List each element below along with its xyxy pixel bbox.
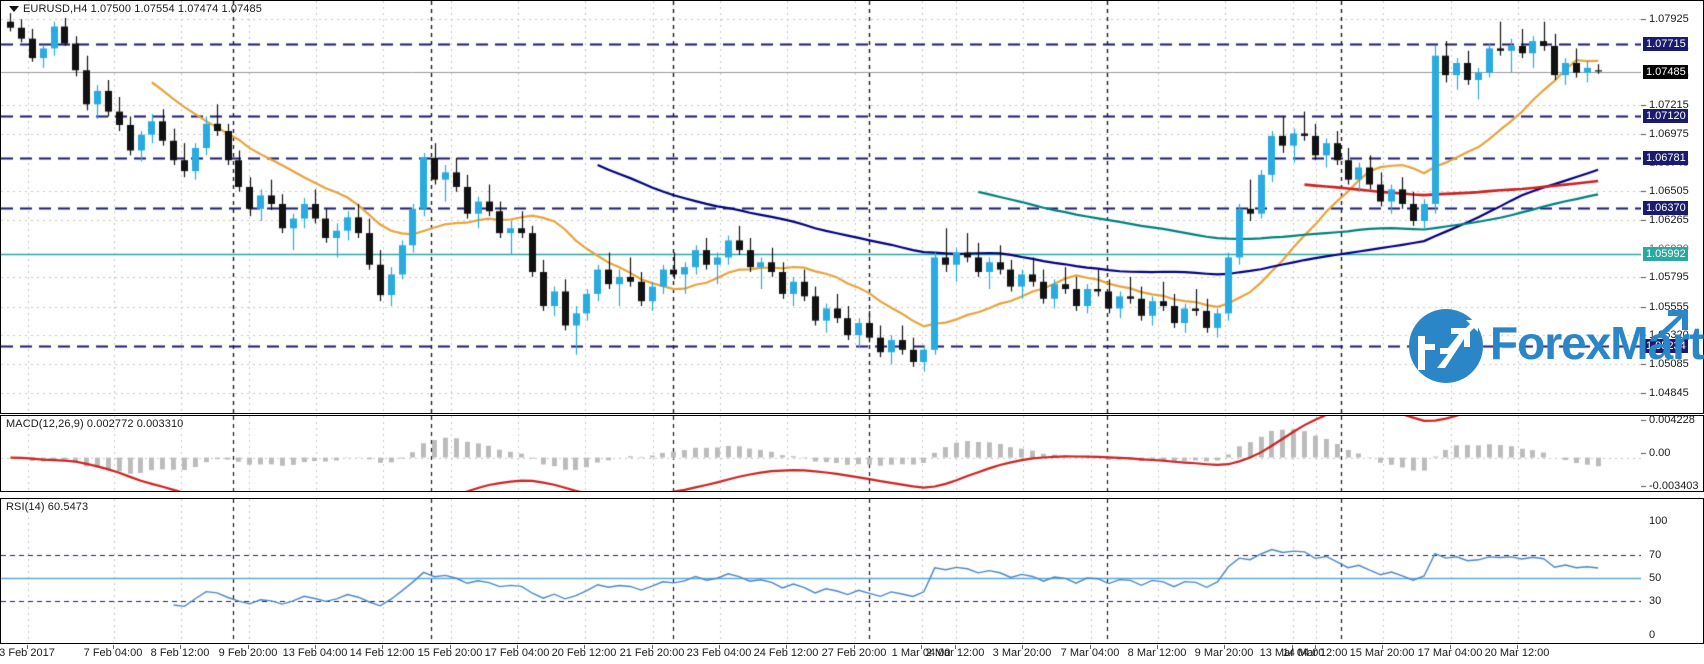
time-axis-tick bbox=[719, 645, 720, 649]
price-label-highlight: 1.05234 bbox=[1643, 338, 1688, 353]
rsi-plot-area[interactable] bbox=[1, 499, 1641, 643]
time-axis-label: 3 Mar 20:00 bbox=[992, 647, 1052, 659]
rsi-axis-tick-label: 100 bbox=[1649, 515, 1668, 527]
price-axis-tick-label: 1.05085 bbox=[1649, 357, 1689, 370]
price-label-highlight: 1.07715 bbox=[1643, 37, 1688, 52]
time-axis-label: 15 Feb 20:00 bbox=[417, 647, 483, 659]
time-axis-tick bbox=[1517, 645, 1518, 649]
time-axis-label: 13 Feb 04:00 bbox=[282, 647, 348, 659]
time-axis-label: 20 Mar 12:00 bbox=[1484, 647, 1550, 659]
time-axis[interactable]: 3 Feb 2017 7 Feb 04:00 8 Feb 12:00 9 Feb 20… bbox=[0, 645, 1704, 664]
rsi-panel[interactable]: 100 70 50 30 0 RSI(14) 60.5473 bbox=[0, 498, 1704, 644]
macd-axis-tick-label: -0.003403 bbox=[1649, 480, 1699, 492]
time-axis-tick bbox=[786, 645, 787, 649]
time-axis-label: 9 Feb 20:00 bbox=[218, 647, 278, 659]
rsi-axis-tick-label: 0 bbox=[1649, 629, 1656, 641]
time-axis-tick bbox=[584, 645, 585, 649]
time-axis-label: 24 Feb 12:00 bbox=[753, 647, 819, 659]
price-label-highlight: 1.06781 bbox=[1643, 150, 1688, 165]
time-axis-tick bbox=[1292, 645, 1293, 649]
macd-caption: MACD(12,26,9) 0.002772 0.003310 bbox=[6, 418, 184, 430]
macd-axis: 0.004228 0.00 -0.003403 bbox=[1641, 414, 1703, 492]
time-axis-tick bbox=[517, 645, 518, 649]
rsi-axis-tick-label: 70 bbox=[1649, 549, 1662, 561]
time-axis-label: 23 Feb 04:00 bbox=[686, 647, 752, 659]
time-axis-tick bbox=[854, 645, 855, 649]
time-axis-label: 27 Feb 20:00 bbox=[821, 647, 887, 659]
symbol-caption: EURUSD,H4 1.07500 1.07554 1.07474 1.0748… bbox=[23, 3, 262, 15]
time-axis-tick bbox=[113, 645, 114, 649]
collapse-triangle-icon[interactable] bbox=[9, 6, 19, 12]
price-axis-tick-label: 1.07925 bbox=[1649, 12, 1689, 25]
time-axis-label: 15 Mar 20:00 bbox=[1349, 647, 1415, 659]
time-axis-tick bbox=[652, 645, 653, 649]
time-axis-tick bbox=[1157, 645, 1158, 649]
time-axis-label: 13 Mar 04:00 bbox=[1259, 647, 1325, 659]
time-axis-tick bbox=[27, 645, 28, 649]
price-axis-tick-label: 1.07215 bbox=[1649, 98, 1689, 111]
price-axis-tick-label: 1.05795 bbox=[1649, 271, 1689, 284]
time-axis-label: 1 Mar 04:00 bbox=[891, 647, 951, 659]
time-axis-label: 8 Mar 12:00 bbox=[1127, 647, 1187, 659]
macd-axis-tick-label: 0.00 bbox=[1649, 447, 1671, 459]
rsi-caption: RSI(14) 60.5473 bbox=[6, 501, 89, 513]
price-label-highlight: 1.07485 bbox=[1643, 65, 1688, 80]
price-axis-tick-label: 1.04845 bbox=[1649, 386, 1689, 399]
time-axis-label: 17 Mar 04:00 bbox=[1417, 647, 1483, 659]
time-axis-label: 9 Mar 20:00 bbox=[1194, 647, 1254, 659]
time-axis-tick bbox=[315, 645, 316, 649]
price-plot-area[interactable] bbox=[1, 1, 1641, 413]
time-axis-label: 8 Feb 12:00 bbox=[150, 647, 210, 659]
time-axis-tick bbox=[1090, 645, 1091, 649]
rsi-axis: 100 70 50 30 0 bbox=[1641, 499, 1703, 643]
time-axis-label: 7 Mar 04:00 bbox=[1060, 647, 1120, 659]
time-axis-label: 7 Feb 04:00 bbox=[83, 647, 143, 659]
time-axis-tick bbox=[955, 645, 956, 649]
time-axis-label: 21 Feb 20:00 bbox=[619, 647, 685, 659]
time-axis-label: 2 Mar 12:00 bbox=[925, 647, 985, 659]
rsi-axis-tick-label: 50 bbox=[1649, 572, 1662, 584]
time-axis-tick bbox=[248, 645, 249, 649]
time-axis-tick bbox=[180, 645, 181, 649]
rsi-axis-tick-label: 30 bbox=[1649, 595, 1662, 607]
price-axis-tick-label: 1.06505 bbox=[1649, 185, 1689, 198]
price-axis[interactable]: 1.07925 1.07215 1.06975 1.06505 1.06265 1.057… bbox=[1641, 1, 1703, 413]
price-label-highlight: 1.07120 bbox=[1643, 109, 1688, 124]
time-axis-label: 17 Feb 04:00 bbox=[484, 647, 550, 659]
time-axis-label: 14 Feb 12:00 bbox=[349, 647, 415, 659]
price-chart-panel[interactable]: 1.07925 1.07215 1.06975 1.06505 1.06265 1.057… bbox=[0, 0, 1704, 414]
time-axis-tick bbox=[1450, 645, 1451, 649]
time-axis-tick bbox=[1224, 645, 1225, 649]
time-axis-label: 3 Feb 2017 bbox=[0, 647, 55, 659]
time-axis-label: 20 Feb 12:00 bbox=[551, 647, 617, 659]
time-axis-tick bbox=[1382, 645, 1383, 649]
macd-plot-area[interactable] bbox=[1, 416, 1641, 491]
price-label-highlight: 1.05992 bbox=[1643, 246, 1688, 261]
price-axis-tick-label: 1.05555 bbox=[1649, 300, 1689, 313]
time-axis-tick bbox=[1022, 645, 1023, 649]
time-axis-label: 14 Mar 12:00 bbox=[1282, 647, 1348, 659]
time-axis-tick bbox=[382, 645, 383, 649]
macd-axis-tick-label: 0.004228 bbox=[1649, 414, 1695, 426]
price-axis-tick-label: 1.06265 bbox=[1649, 214, 1689, 227]
macd-panel[interactable]: 0.004228 0.00 -0.003403 MACD(12,26,9) 0.00… bbox=[0, 414, 1704, 492]
time-axis-tick bbox=[450, 645, 451, 649]
price-label-highlight: 1.06370 bbox=[1643, 200, 1688, 215]
time-axis-tick bbox=[1315, 645, 1316, 649]
price-axis-tick-label: 1.06975 bbox=[1649, 128, 1689, 141]
time-axis-tick bbox=[921, 645, 922, 649]
